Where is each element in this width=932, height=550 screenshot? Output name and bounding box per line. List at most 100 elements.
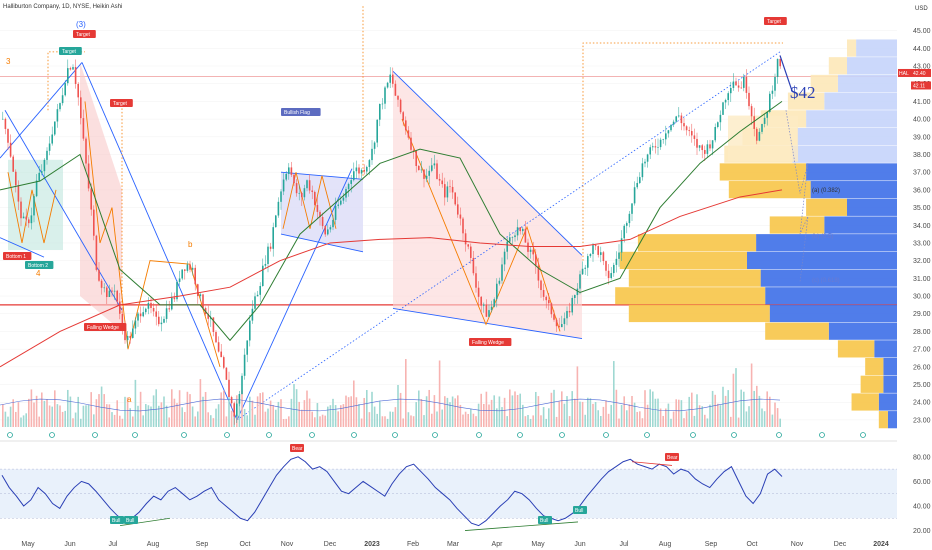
volume-bar <box>17 402 20 427</box>
candle-body <box>301 192 303 198</box>
volume-bar <box>199 379 202 427</box>
candle-body <box>618 252 620 259</box>
x-tick-label: Aug <box>147 541 160 548</box>
volume-bar <box>748 406 750 427</box>
pattern-trendline <box>280 233 364 253</box>
candle-body <box>644 161 646 164</box>
annotation-target: Target <box>113 101 128 107</box>
candle-body <box>100 280 103 288</box>
annotation-bullish-flag: Bullish Flag <box>284 110 310 116</box>
volume-bar <box>30 389 33 427</box>
candle-body <box>620 238 623 253</box>
candle-body <box>384 87 386 104</box>
candle-body <box>714 126 716 141</box>
volume-bar <box>425 396 428 427</box>
volume-bar <box>264 411 267 427</box>
volume-bar <box>509 389 511 427</box>
candle-body <box>748 92 750 107</box>
candle-body <box>15 171 17 186</box>
candle-body <box>646 154 649 162</box>
candle-body <box>774 77 776 91</box>
event-marker <box>7 432 13 438</box>
volume-bar <box>488 404 490 427</box>
x-tick-label: May <box>531 541 545 548</box>
event-marker <box>776 432 782 438</box>
wave-label: a <box>127 395 132 404</box>
volume-bar <box>763 411 766 427</box>
volume-bar <box>766 391 768 427</box>
candle-body <box>563 318 566 325</box>
candle-body <box>212 317 215 333</box>
candle-body <box>750 106 753 117</box>
volume-bar <box>282 418 285 427</box>
vp-buy-bar <box>837 340 875 358</box>
volume-bar <box>4 411 7 427</box>
candle-body <box>28 219 30 224</box>
candle-body <box>80 97 82 119</box>
rsi-signal-bg <box>124 516 138 524</box>
volume-bar <box>126 397 129 427</box>
volume-bar <box>709 404 711 427</box>
candle-body <box>678 115 680 117</box>
candle-body <box>594 245 597 247</box>
price-tag-bg <box>911 68 931 77</box>
candle-body <box>314 191 316 205</box>
vp-buy-bar <box>787 92 825 110</box>
candle-body <box>496 283 498 300</box>
candle-body <box>769 93 771 112</box>
candle-body <box>709 144 711 149</box>
candle-body <box>90 188 92 210</box>
volume-bar <box>774 402 776 427</box>
candle-body <box>758 131 761 141</box>
volume-bar <box>379 401 381 427</box>
candle-body <box>269 246 272 249</box>
volume-bar <box>496 408 498 427</box>
volume-bar <box>251 400 254 427</box>
y-tick-label: 38.00 <box>913 152 931 159</box>
volume-bar <box>189 394 191 427</box>
pattern-wedge-1 <box>80 62 122 332</box>
candle-body <box>165 308 168 319</box>
volume-bar <box>724 395 727 427</box>
y-tick-label: 39.00 <box>913 134 931 141</box>
candle-body <box>503 251 506 265</box>
candle-body <box>87 163 90 189</box>
volume-bar <box>319 416 321 427</box>
candle-body <box>420 169 423 171</box>
candle-body <box>730 87 732 94</box>
volume-bar <box>160 402 163 427</box>
candle-body <box>178 278 181 282</box>
volume-bar <box>446 397 449 427</box>
volume-bar <box>462 414 464 427</box>
volume-bar <box>698 405 701 427</box>
candle-body <box>571 297 573 313</box>
rsi-signal-bg <box>573 506 587 514</box>
volume-bar <box>168 417 170 427</box>
candle-body <box>397 95 399 100</box>
volume-bar <box>111 412 113 427</box>
candle-body <box>249 320 251 341</box>
volume-bar <box>178 390 181 427</box>
volume-bar <box>641 418 644 427</box>
volume-bar <box>225 416 228 427</box>
volume-bar <box>152 395 155 427</box>
candle-body <box>722 102 724 115</box>
candle-body <box>462 218 464 234</box>
y-tick-label: 36.00 <box>913 187 931 194</box>
candle-body <box>163 318 165 323</box>
rsi-signal: Bull <box>126 518 134 524</box>
vp-sell-bar <box>760 269 897 287</box>
candle-body <box>488 310 490 317</box>
volume-bar <box>20 417 22 427</box>
candle-body <box>230 397 233 404</box>
vp-sell-bar <box>797 127 897 146</box>
volume-bar <box>139 391 142 427</box>
candle-body <box>267 246 269 264</box>
x-tick-label: Jun <box>574 541 585 548</box>
volume-bar <box>100 386 103 427</box>
candle-body <box>184 269 186 271</box>
volume-bar <box>64 410 66 427</box>
candle-body <box>280 191 282 202</box>
y-tick-label: 30.00 <box>913 294 931 301</box>
event-marker <box>559 432 565 438</box>
